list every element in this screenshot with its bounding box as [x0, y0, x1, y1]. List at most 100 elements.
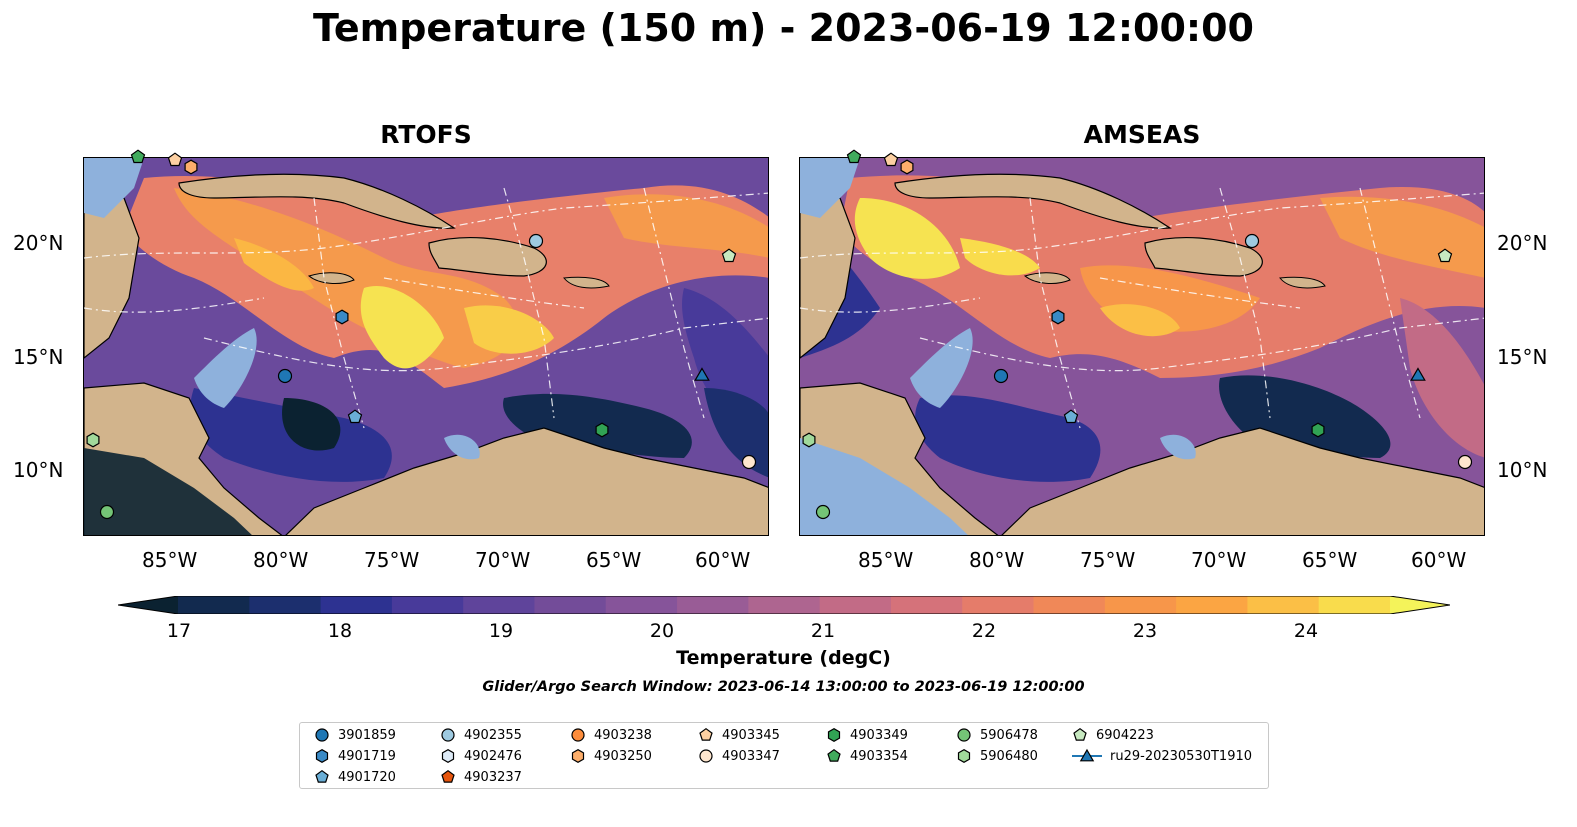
legend-label: 5906478 — [980, 727, 1038, 743]
colorbar — [117, 595, 1451, 615]
legend-item-ru29-20230530T1910: ru29-20230530T1910 — [1072, 748, 1252, 764]
legend-item-6904223: 6904223 — [1072, 727, 1154, 743]
colorbar-segment — [463, 596, 535, 614]
colorbar-tick-19: 19 — [488, 620, 514, 642]
legend-label: 4901720 — [338, 769, 396, 785]
legend-label: 4903250 — [594, 748, 652, 764]
legend-item-5906478: 5906478 — [956, 727, 1038, 743]
legend-item-4903238: 4903238 — [570, 727, 652, 743]
colorbar-segment — [1104, 596, 1177, 614]
legend-label: 4903238 — [594, 727, 652, 743]
lat-label-10-right: 10°N — [1497, 458, 1548, 482]
legend-item-4903250: 4903250 — [570, 748, 652, 764]
legend-label: 4903349 — [850, 727, 908, 743]
legend-marker-icon — [957, 728, 971, 742]
legend-label: ru29-20230530T1910 — [1110, 748, 1253, 764]
lon-label-65-left: 65°W — [586, 548, 642, 572]
legend-symbol — [315, 749, 329, 763]
colorbar-segment — [249, 596, 322, 614]
lon-label-80-right: 80°W — [969, 548, 1025, 572]
legend-triangle — [1079, 748, 1095, 762]
colorbar-tick-23: 23 — [1132, 620, 1158, 642]
colorbar-tick-17: 17 — [166, 620, 192, 642]
lon-label-65-right: 65°W — [1302, 548, 1358, 572]
legend-label: 4903347 — [722, 748, 780, 764]
lon-label-70-right: 70°W — [1191, 548, 1247, 572]
legend-marker-icon — [827, 728, 841, 742]
legend-item-5906480: 5906480 — [956, 748, 1038, 764]
legend-symbol — [315, 769, 329, 783]
legend-symbol — [957, 728, 971, 742]
legend-marker-icon — [441, 728, 455, 742]
legend-marker-icon — [957, 749, 971, 763]
lat-label-15-right: 15°N — [1497, 345, 1548, 369]
lat-label-20-right: 20°N — [1497, 231, 1548, 255]
legend-symbol — [699, 727, 713, 741]
legend-symbol — [315, 728, 329, 742]
legend-item-4903354: 4903354 — [826, 748, 908, 764]
legend-symbol — [441, 769, 455, 783]
legend-item-4903237: 4903237 — [440, 769, 522, 785]
lon-label-80-left: 80°W — [253, 548, 309, 572]
colorbar-tick-24: 24 — [1293, 620, 1319, 642]
colorbar-segment — [605, 596, 678, 614]
colorbar-extend-high — [1390, 596, 1450, 614]
legend-marker-icon — [571, 749, 585, 763]
legend-symbol — [571, 728, 585, 742]
legend-marker-icon — [699, 749, 713, 763]
legend-symbol — [441, 749, 455, 763]
legend-box: 3901859 4901719 4901720 4902355 4902476 49032… — [299, 722, 1269, 789]
colorbar-segment — [1318, 596, 1391, 614]
map-rtofs — [83, 157, 769, 536]
colorbar-segment — [320, 596, 393, 614]
legend-label: 4902476 — [464, 748, 522, 764]
lon-label-70-left: 70°W — [475, 548, 531, 572]
legend-marker-icon — [441, 769, 455, 783]
colorbar-tick-21: 21 — [810, 620, 836, 642]
legend-item-4901720: 4901720 — [314, 769, 396, 785]
colorbar-tick-18: 18 — [327, 620, 353, 642]
legend-symbol — [1073, 727, 1087, 741]
legend-symbol — [441, 728, 455, 742]
legend-symbol — [957, 749, 971, 763]
colorbar-segment — [178, 596, 250, 614]
legend-label: 4903345 — [722, 727, 780, 743]
figure-title: Temperature (150 m) - 2023-06-19 12:00:0… — [312, 6, 1254, 50]
legend-symbol — [699, 749, 713, 763]
legend-label: 4901719 — [338, 748, 396, 764]
legend-marker-icon — [827, 748, 841, 762]
lat-label-15-left: 15°N — [13, 345, 64, 369]
legend-item-4903349: 4903349 — [826, 727, 908, 743]
colorbar-tick-22: 22 — [971, 620, 997, 642]
lon-label-85-left: 85°W — [142, 548, 198, 572]
lat-label-10-left: 10°N — [13, 458, 64, 482]
lon-label-85-right: 85°W — [858, 548, 914, 572]
lon-label-60-left: 60°W — [695, 548, 751, 572]
legend-item-4903345: 4903345 — [698, 727, 780, 743]
legend-label: 5906480 — [980, 748, 1038, 764]
legend-symbol — [571, 749, 585, 763]
lon-label-75-left: 75°W — [364, 548, 420, 572]
colorbar-label: Temperature (degC) — [676, 647, 891, 669]
legend-marker-icon — [315, 769, 329, 783]
colorbar-segment — [391, 596, 464, 614]
legend-symbol — [827, 748, 841, 762]
colorbar-segment — [962, 596, 1035, 614]
legend-label: 4902355 — [464, 727, 522, 743]
legend-marker-icon — [315, 728, 329, 742]
lon-label-60-right: 60°W — [1411, 548, 1467, 572]
legend-marker-icon — [1073, 727, 1087, 741]
legend-marker-icon — [1072, 748, 1102, 762]
legend-item-4902476: 4902476 — [440, 748, 522, 764]
search-window-text: Glider/Argo Search Window: 2023-06-14 13… — [482, 679, 1085, 695]
colorbar-segment — [890, 596, 963, 614]
legend-item-4903347: 4903347 — [698, 748, 780, 764]
legend-marker-icon — [441, 749, 455, 763]
lat-label-20-left: 20°N — [13, 231, 64, 255]
colorbar-segment — [534, 596, 607, 614]
legend-marker-icon — [315, 749, 329, 763]
colorbar-tick-20: 20 — [649, 620, 675, 642]
legend-symbol — [827, 728, 841, 742]
legend-item-4902355: 4902355 — [440, 727, 522, 743]
legend-label: 6904223 — [1096, 727, 1154, 743]
